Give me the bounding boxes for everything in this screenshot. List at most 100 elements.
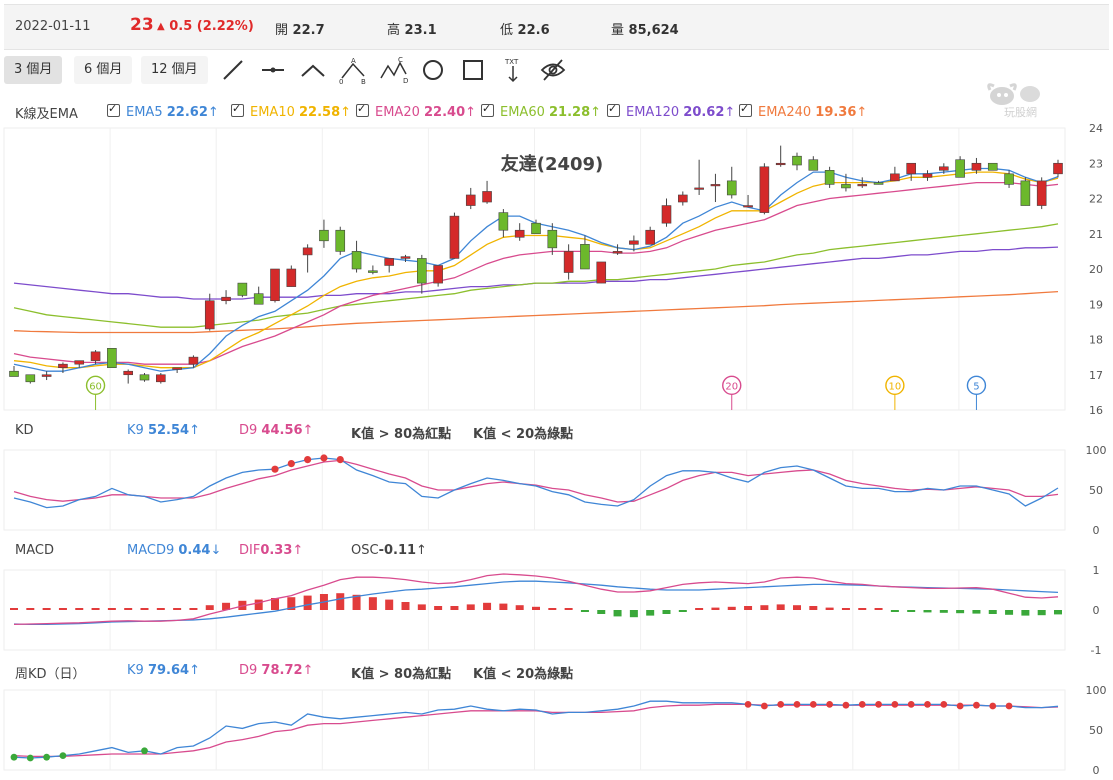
kd-k-line: [13, 457, 1059, 509]
range-6m-button[interactable]: 6 個月: [74, 56, 133, 84]
osc-bar: [597, 610, 606, 614]
abc-pattern-icon[interactable]: A 0 B: [338, 56, 368, 86]
osc-bar: [107, 608, 116, 610]
osc-bar: [483, 602, 492, 610]
osc-bar: [1054, 610, 1062, 615]
ema-marker-label: 20: [725, 381, 738, 392]
candle: [449, 215, 460, 259]
angle-tool-icon[interactable]: [298, 56, 328, 84]
candle: [286, 268, 297, 287]
kd-red-dot: [320, 454, 328, 462]
osc-bar: [809, 606, 818, 610]
candle: [775, 162, 786, 166]
osc-bar: [841, 608, 850, 610]
osc-bar: [793, 605, 801, 610]
ema240-legend[interactable]: EMA240 19.36↑: [739, 102, 867, 120]
txt-label: TXT: [504, 58, 519, 66]
candle: [987, 162, 998, 171]
candle: [1004, 173, 1014, 185]
ema20-legend[interactable]: EMA20 22.40↑: [356, 102, 476, 120]
kd-red-dot: [304, 456, 312, 464]
weekly-red-dot: [924, 701, 931, 708]
osc-bar: [303, 595, 312, 610]
candle: [857, 184, 868, 187]
weekly-red-dot: [826, 701, 834, 708]
osc-bar: [923, 610, 932, 613]
candle: [873, 182, 884, 185]
weekly-red-dot: [989, 702, 997, 710]
osc-bar: [287, 597, 296, 610]
ema-marker-label: 5: [973, 381, 979, 392]
ema-marker: [85, 375, 106, 396]
ema5-checkbox[interactable]: [107, 102, 120, 117]
candle: [58, 363, 68, 368]
ema60-line: [13, 223, 1059, 328]
dif-line: [13, 573, 1059, 626]
kd-red-dot: [287, 460, 295, 468]
line-tool-icon[interactable]: [218, 56, 248, 84]
rect-tool-icon[interactable]: [458, 56, 488, 84]
ema60-legend[interactable]: EMA60 21.28↑: [481, 102, 601, 120]
osc-bar: [124, 608, 133, 610]
hline-tool-icon[interactable]: [258, 56, 288, 84]
osc-bar: [678, 610, 687, 612]
y-tick-label: 23: [1089, 157, 1103, 170]
candle: [1036, 180, 1047, 206]
weekly-red-dot: [793, 701, 801, 708]
weekly-d-value: D9 78.72↑: [239, 663, 314, 678]
osc-bar: [205, 605, 214, 610]
candle: [253, 293, 264, 305]
y-tick-label: 22: [1089, 193, 1103, 206]
candle: [514, 229, 525, 238]
candle: [922, 173, 933, 178]
kd-d-value: D9 44.56↑: [239, 423, 314, 438]
candle: [824, 170, 835, 185]
osc-bar: [10, 608, 18, 610]
y-tick-label: 50: [1089, 724, 1103, 737]
ema20-checkbox[interactable]: [356, 102, 369, 117]
svg-text:0: 0: [339, 78, 343, 84]
site-logo: 玩股網: [984, 80, 1044, 120]
candle: [1020, 180, 1031, 206]
hide-icon[interactable]: [538, 56, 568, 84]
ema10-checkbox[interactable]: [231, 102, 244, 117]
osc-bar: [271, 598, 279, 610]
candle: [302, 247, 313, 256]
osc-bar: [385, 599, 394, 610]
range-3m-button[interactable]: 3 個月: [4, 56, 63, 84]
weekly-d-line: [13, 703, 1059, 758]
ema240-checkbox[interactable]: [739, 102, 752, 117]
osc-bar: [1037, 610, 1046, 616]
candle: [172, 367, 182, 370]
ema10-legend[interactable]: EMA10 22.58↑: [231, 102, 351, 120]
text-tool-icon[interactable]: TXT: [498, 56, 528, 84]
candle: [841, 184, 851, 189]
osc-bar: [711, 607, 720, 610]
weekly-k-line: [13, 700, 1059, 759]
candle: [645, 229, 655, 245]
weekly-red-dot: [777, 701, 785, 708]
osc-bar: [75, 608, 84, 610]
weekly-red-dot: [956, 702, 964, 710]
quote-header: 2022-01-11 23 ▲ 0.5 (2.22%) 開 22.7 高 23.…: [4, 4, 1109, 50]
osc-bar: [254, 599, 263, 610]
ema120-legend[interactable]: EMA120 20.62↑: [607, 102, 735, 120]
candle: [335, 229, 346, 252]
osc-bar: [1005, 610, 1014, 615]
candle: [678, 194, 688, 203]
osc-bar: [564, 608, 573, 610]
range-12m-button[interactable]: 12 個月: [141, 56, 208, 84]
weekly-red-dot: [940, 701, 948, 708]
ema120-checkbox[interactable]: [607, 102, 620, 117]
osc-bar: [450, 606, 459, 610]
candle: [384, 258, 394, 266]
ema60-checkbox[interactable]: [481, 102, 494, 117]
circle-tool-icon[interactable]: [418, 56, 448, 84]
ema5-legend[interactable]: EMA5 22.62↑: [107, 102, 219, 120]
y-tick-label: 16: [1089, 404, 1103, 417]
candle: [547, 229, 558, 249]
osc-bar: [580, 610, 589, 612]
up-triangle-icon: ▲: [157, 21, 165, 32]
